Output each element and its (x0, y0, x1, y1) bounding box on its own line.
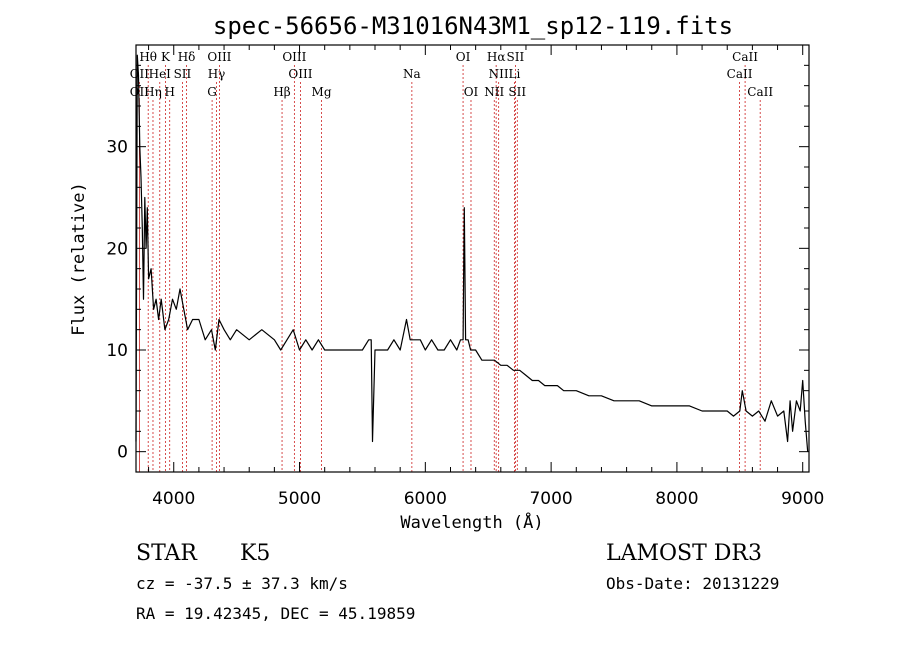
line-label: Hα (487, 50, 506, 64)
line-label: SII (174, 67, 192, 81)
line-label: Hβ (273, 85, 290, 99)
y-tick-label: 10 (106, 341, 128, 361)
x-tick-label: 8000 (655, 489, 698, 509)
spectrum-line (135, 54, 809, 452)
line-label: Li (508, 67, 520, 81)
line-label: OII (130, 67, 150, 81)
x-tick-label: 9000 (781, 489, 824, 509)
obs-date-text: Obs-Date: 20131229 (606, 574, 779, 593)
object-class: STAR (136, 541, 198, 566)
line-label: Hη (144, 85, 162, 99)
y-tick-label: 30 (106, 138, 128, 158)
line-label: CaII (732, 50, 758, 64)
line-label: H (164, 85, 174, 99)
y-axis-label: Flux (relative) (69, 182, 89, 336)
line-label: CaII (727, 67, 753, 81)
x-tick-label: 4000 (152, 489, 195, 509)
line-label: Hδ (178, 50, 196, 64)
plot-frame (135, 44, 810, 473)
coordinates-text: RA = 19.42345, DEC = 45.19859 (136, 604, 415, 623)
spectral-line-markers (138, 65, 761, 472)
x-axis-label: Wavelength (Å) (400, 511, 543, 533)
line-label: Hθ (139, 50, 157, 64)
redshift-text: cz = -37.5 ± 37.3 km/s (136, 574, 348, 593)
line-label: SII (507, 50, 525, 64)
chart-title: spec-56656-M31016N43M1_sp12-119.fits (213, 12, 733, 40)
line-label: OIII (207, 50, 231, 64)
line-label: Hγ (208, 67, 226, 81)
object-subclass: K5 (240, 541, 270, 566)
x-axis-ticks: 4000 5000 6000 7000 8000 9000 (148, 45, 824, 509)
line-label: K (161, 50, 171, 64)
line-label: Na (403, 67, 421, 81)
line-label: OII (130, 85, 150, 99)
y-tick-label: 0 (117, 443, 128, 463)
line-label: OIII (282, 50, 306, 64)
line-label: Mg (312, 85, 332, 99)
x-tick-label: 5000 (278, 489, 321, 509)
y-axis-ticks: 0 10 20 30 (106, 64, 809, 463)
line-label: NII (489, 67, 509, 81)
line-label: OI (456, 50, 471, 64)
x-tick-label: 6000 (404, 489, 447, 509)
line-label: SII (508, 85, 526, 99)
survey-name: LAMOST DR3 (606, 541, 762, 566)
line-label: OI (464, 85, 479, 99)
line-label: HeI (149, 67, 172, 81)
line-label: OIII (288, 67, 312, 81)
x-tick-label: 7000 (529, 489, 572, 509)
line-label: CaII (747, 85, 773, 99)
y-tick-label: 20 (106, 239, 128, 259)
line-label: G (207, 85, 217, 99)
line-label: NII (484, 85, 504, 99)
